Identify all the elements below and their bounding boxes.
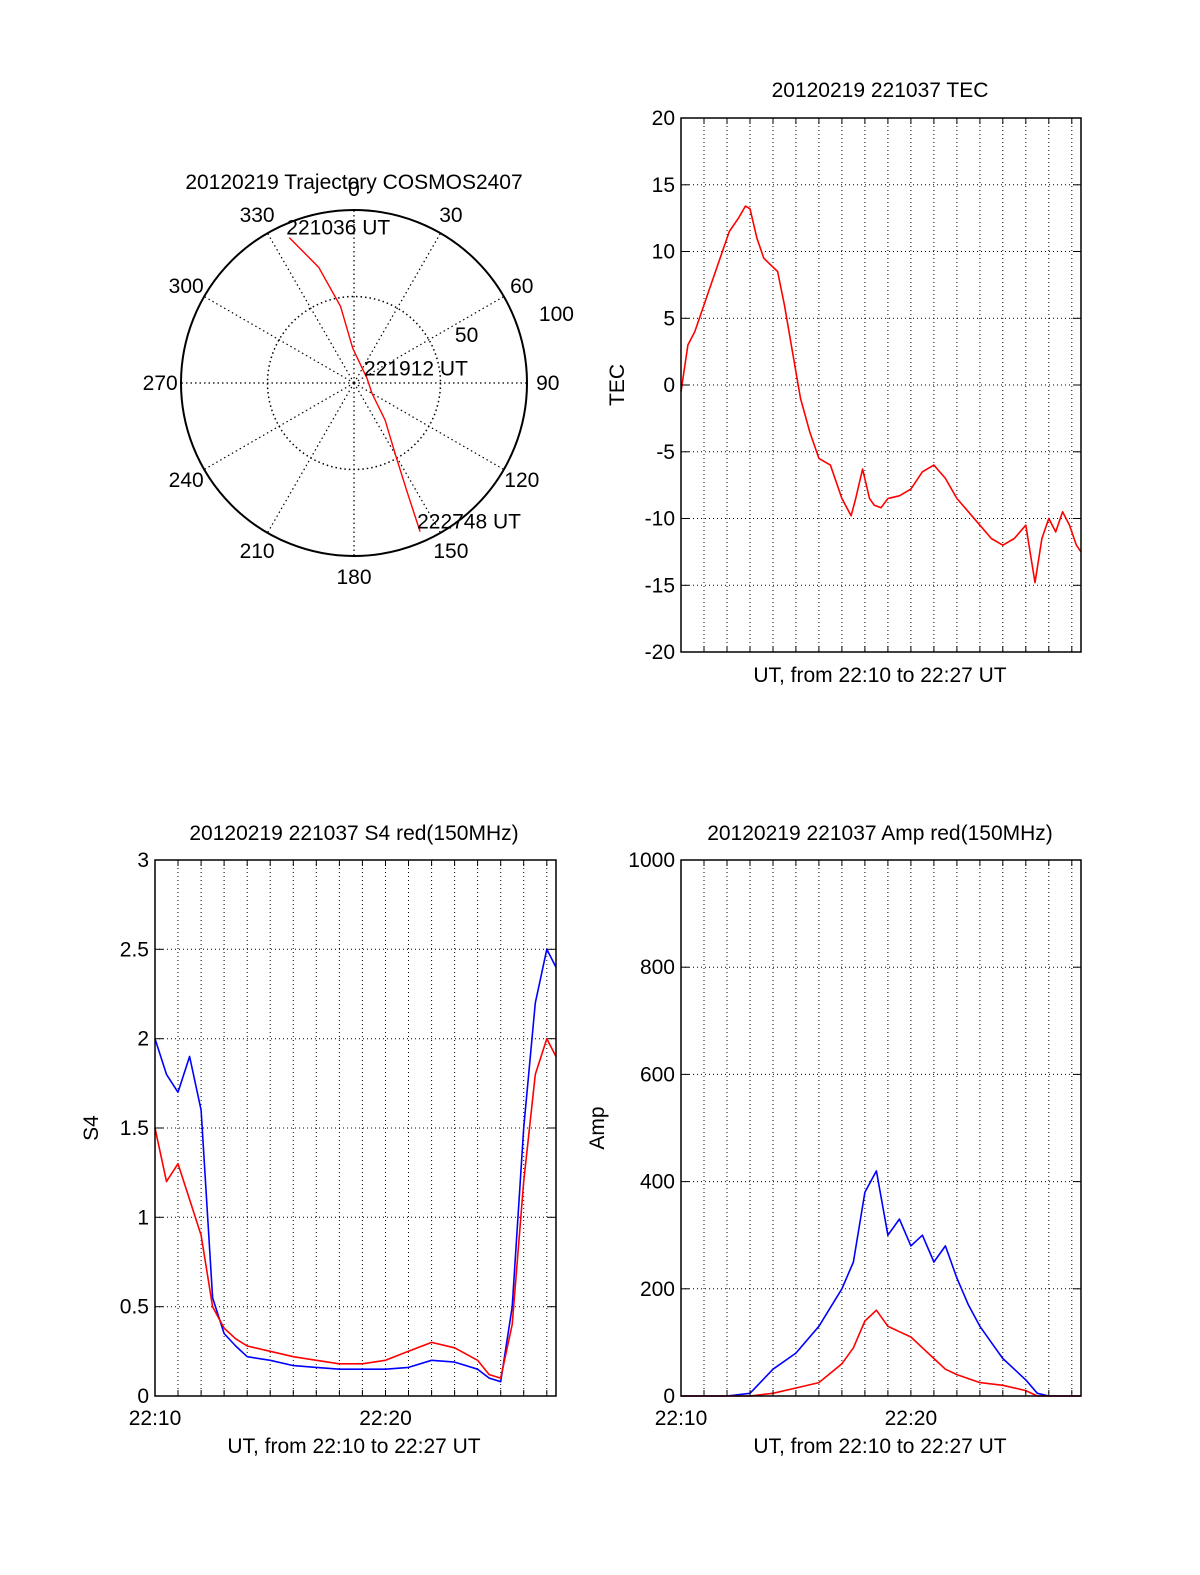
s4-xlabel: UT, from 22:10 to 22:27 UT — [227, 1435, 480, 1458]
amp-xlabel: UT, from 22:10 to 22:27 UT — [753, 1435, 1006, 1458]
y-tick-label: -5 — [656, 441, 675, 464]
y-tick-label: 1 — [137, 1206, 149, 1229]
polar-trajectory-chart: 20120219 Trajectory COSMOS2407 0 30 60 90 12… — [143, 171, 574, 589]
y-tick-label: -10 — [645, 508, 675, 531]
tec-title: 20120219 221037 TEC — [772, 79, 989, 102]
amp-ticks: 0 200 400 600 800 1000 22:10 22:20 — [628, 849, 1081, 1430]
s4-ylabel: S4 — [80, 1115, 103, 1141]
polar-time-annotation: 221912 UT — [364, 357, 468, 380]
polar-radius-label: 50 — [455, 324, 478, 347]
y-tick-label: 10 — [652, 241, 675, 264]
y-tick-label: 2.5 — [120, 938, 149, 961]
polar-angle-label: 300 — [169, 275, 204, 298]
amp-title: 20120219 221037 Amp red(150MHz) — [707, 822, 1053, 845]
polar-time-annotation: 221036 UT — [286, 217, 390, 240]
amp-series-line — [681, 1309, 1081, 1397]
tec-chart: 20120219 221037 TEC -20-15-10-505101520 … — [606, 79, 1082, 687]
x-tick-label: 22:20 — [885, 1407, 938, 1430]
y-tick-label: 2 — [137, 1028, 149, 1051]
polar-angle-label: 60 — [510, 275, 533, 298]
polar-angle-label: 270 — [143, 372, 178, 395]
polar-angle-label: 90 — [536, 372, 559, 395]
amp-series-line — [681, 1170, 1081, 1397]
s4-chart: 20120219 221037 S4 red(150MHz) 0 0.5 1 1.5 2… — [80, 822, 557, 1458]
tec-grid — [680, 118, 1081, 652]
polar-ring — [266, 295, 442, 471]
polar-labels: 0 30 60 90 120 150 180 210 240 270 300 330 50 100 2210… — [143, 178, 574, 589]
polar-angle-label: 180 — [336, 566, 371, 589]
s4-ticks: 0 0.5 1 1.5 2 2.5 3 22:10 22:20 — [120, 849, 556, 1430]
polar-angle-label: 150 — [433, 540, 468, 563]
s4-series — [154, 948, 557, 1383]
amp-chart: 20120219 221037 Amp red(150MHz) 0 200 400 6… — [586, 822, 1082, 1458]
polar-title: 20120219 Trajectory COSMOS2407 — [185, 171, 522, 194]
y-tick-label: 400 — [640, 1171, 675, 1194]
y-tick-label: 800 — [640, 956, 675, 979]
tec-series-line — [680, 205, 1082, 584]
polar-angle-label: 0 — [348, 178, 360, 201]
polar-outer-ring — [180, 209, 528, 557]
s4-grid — [154, 860, 556, 1396]
y-tick-label: 20 — [652, 107, 675, 130]
polar-angle-label: 30 — [439, 204, 462, 227]
polar-angle-label: 330 — [240, 204, 275, 227]
x-tick-label: 22:20 — [359, 1407, 412, 1430]
amp-ylabel: Amp — [586, 1106, 609, 1149]
y-tick-label: 600 — [640, 1063, 675, 1086]
tec-ticks: -20 -15 -10 -5 0 5 10 15 20 — [645, 107, 1081, 664]
amp-axes-frame — [680, 859, 1082, 1397]
y-tick-label: 1000 — [628, 849, 675, 872]
y-tick-label: 5 — [663, 307, 675, 330]
y-tick-label: 200 — [640, 1278, 675, 1301]
polar-spoke — [353, 295, 505, 384]
polar-time-annotation: 222748 UT — [417, 511, 521, 534]
tec-ylabel: TEC — [606, 364, 629, 406]
tec-series — [680, 205, 1082, 584]
y-tick-label: 15 — [652, 174, 675, 197]
y-tick-label: 0 — [663, 1385, 675, 1408]
y-tick-label: 0.5 — [120, 1296, 149, 1319]
polar-spoke — [353, 232, 442, 384]
polar-angle-label: 210 — [240, 540, 275, 563]
s4-series-line — [154, 948, 557, 1383]
polar-radius-label: 100 — [539, 303, 574, 326]
tec-xlabel: UT, from 22:10 to 22:27 UT — [753, 664, 1006, 687]
x-tick-label: 22:10 — [655, 1407, 708, 1430]
y-tick-label: 1.5 — [120, 1117, 149, 1140]
amp-grid — [680, 860, 1081, 1396]
polar-angle-label: 240 — [169, 469, 204, 492]
polar-spoke — [266, 232, 355, 384]
y-tick-label: -20 — [645, 641, 675, 664]
polar-spoke — [203, 295, 355, 384]
y-tick-label: 0 — [137, 1385, 149, 1408]
y-tick-label: -15 — [645, 574, 675, 597]
y-tick-label: 3 — [137, 849, 149, 872]
y-tick-label: 0 — [663, 374, 675, 397]
s4-series-line — [154, 1037, 557, 1379]
polar-angle-label: 120 — [504, 469, 539, 492]
x-tick-label: 22:10 — [129, 1407, 182, 1430]
polar-grid — [181, 210, 527, 556]
polar-trajectory — [288, 237, 421, 532]
amp-series — [681, 1170, 1081, 1397]
polar-trajectory-line — [288, 237, 421, 532]
s4-title: 20120219 221037 S4 red(150MHz) — [189, 822, 518, 845]
